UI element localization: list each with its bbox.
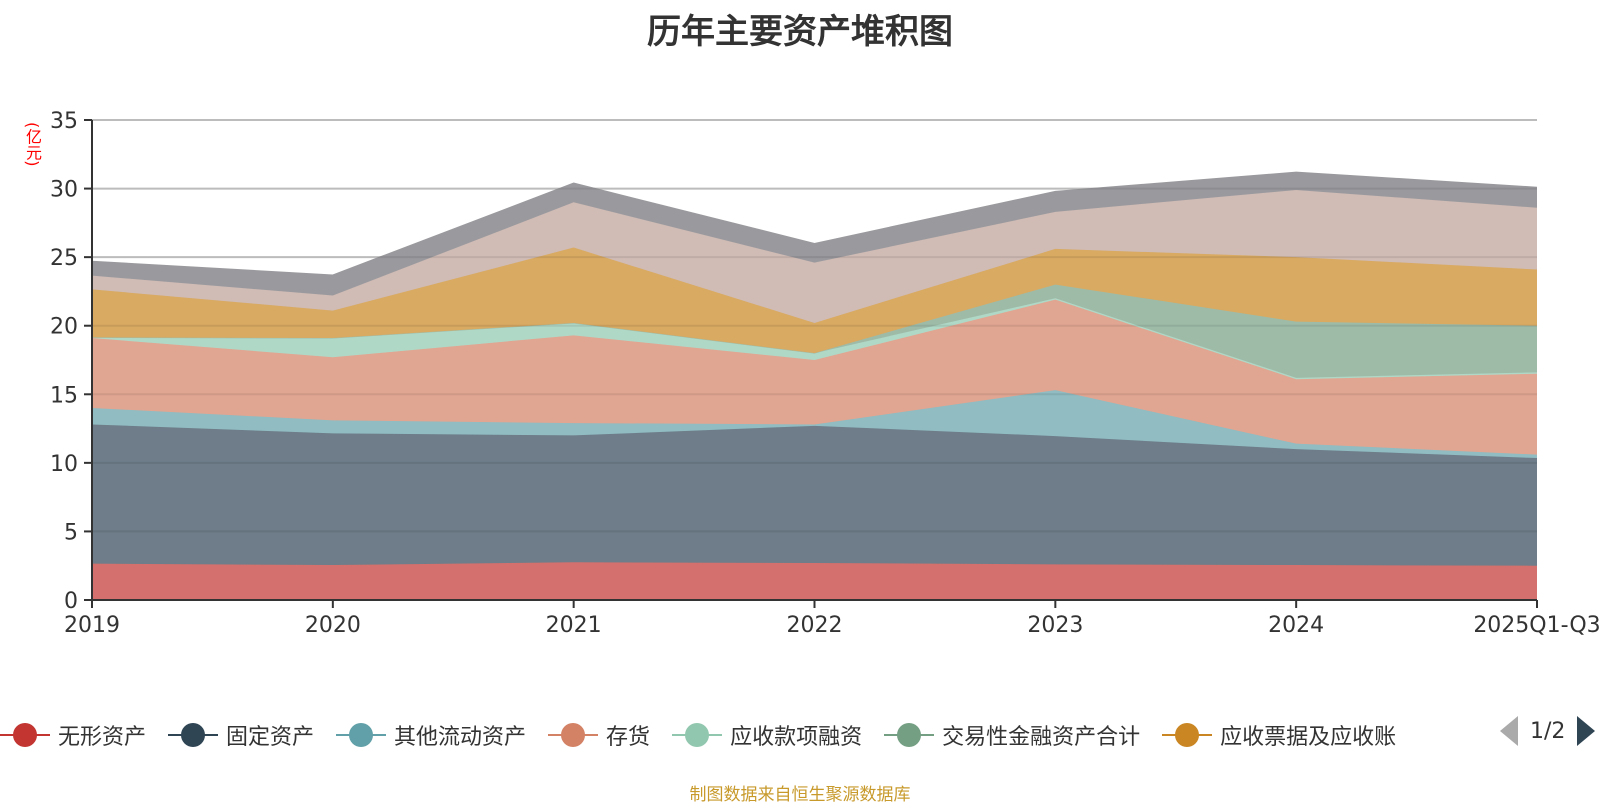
legend-item[interactable]: 其他流动资产 <box>336 719 526 751</box>
axes: 0 5 10 15 20 25 30 35 2019 2020 2021 2022 2023 2024 20… <box>50 109 1600 638</box>
data-source-note: 制图数据来自恒生聚源数据库 <box>689 785 911 805</box>
legend-label: 应收票据及应收账 <box>1220 725 1397 750</box>
y-tick-label: 20 <box>50 315 78 340</box>
legend-label: 交易性金融资产合计 <box>942 725 1141 750</box>
chart-title: 历年主要资产堆积图 <box>647 12 953 52</box>
legend-item[interactable]: 存货 <box>548 719 650 751</box>
legend-marker-icon <box>548 722 599 748</box>
legend-label: 固定资产 <box>226 725 315 750</box>
legend-marker-icon <box>336 722 387 748</box>
legend-item[interactable]: 应收款项融资 <box>672 719 862 751</box>
legend-marker-icon <box>168 722 219 748</box>
y-tick-label: 35 <box>50 109 78 134</box>
legend-page-indicator: 1/2 <box>1530 718 1566 744</box>
area-series-4[interactable] <box>92 298 1537 380</box>
legend-marker-icon <box>672 722 723 748</box>
area-series-7[interactable] <box>92 189 1537 323</box>
x-tick-label: 2022 <box>787 613 843 638</box>
legend-label: 无形资产 <box>58 725 147 750</box>
legend-label: 存货 <box>606 725 651 750</box>
x-tick-label: 2019 <box>64 613 120 638</box>
area-series-5[interactable] <box>92 284 1537 378</box>
x-tick-label: 2023 <box>1027 613 1083 638</box>
x-tick-label: 2021 <box>546 613 602 638</box>
legend-prev-page-icon[interactable] <box>1500 716 1518 746</box>
x-tick-label: 2020 <box>305 613 361 638</box>
legend-next-page-icon[interactable] <box>1577 716 1596 746</box>
area-series-3[interactable] <box>92 299 1537 455</box>
area-series-0[interactable] <box>92 562 1537 600</box>
x-tick-label: 2025Q1-Q3 <box>1473 613 1600 638</box>
y-tick-label: 15 <box>50 383 78 408</box>
legend-marker-icon <box>1162 722 1213 748</box>
legend: 无形资产 固定资产 其他流动资产 存货 应收款项融资 交易性金融资产合计 应收票据及应收账 <box>0 718 1418 752</box>
y-tick-label: 30 <box>50 178 78 203</box>
legend-label: 其他流动资产 <box>394 725 527 750</box>
legend-item[interactable]: 交易性金融资产合计 <box>884 719 1140 751</box>
legend-pager: 1/2 <box>1500 716 1596 746</box>
x-tick-label: 2024 <box>1268 613 1324 638</box>
area-series-6[interactable] <box>92 247 1537 354</box>
y-tick-label: 5 <box>64 520 78 545</box>
area-series-edge-8 <box>91 171 1538 276</box>
legend-label: 应收款项融资 <box>730 725 863 750</box>
legend-item[interactable]: 固定资产 <box>168 719 314 751</box>
y-axis-unit-label: (亿元) <box>23 122 42 167</box>
legend-item[interactable]: 应收票据及应收账 <box>1162 719 1396 751</box>
y-tick-label: 0 <box>64 589 78 614</box>
area-series-1[interactable] <box>92 424 1537 566</box>
area-series-2[interactable] <box>92 390 1537 459</box>
y-tick-label: 25 <box>50 246 78 271</box>
legend-item[interactable]: 无形资产 <box>0 719 146 751</box>
area-series-8[interactable] <box>92 172 1537 296</box>
area-series <box>91 119 1538 600</box>
stacked-area-chart: 0 5 10 15 20 25 30 35 2019 2020 2021 2022 2023 2024 20… <box>50 109 1600 638</box>
legend-marker-icon <box>884 722 935 748</box>
y-tick-label: 10 <box>50 452 78 477</box>
legend-marker-icon <box>0 722 50 748</box>
